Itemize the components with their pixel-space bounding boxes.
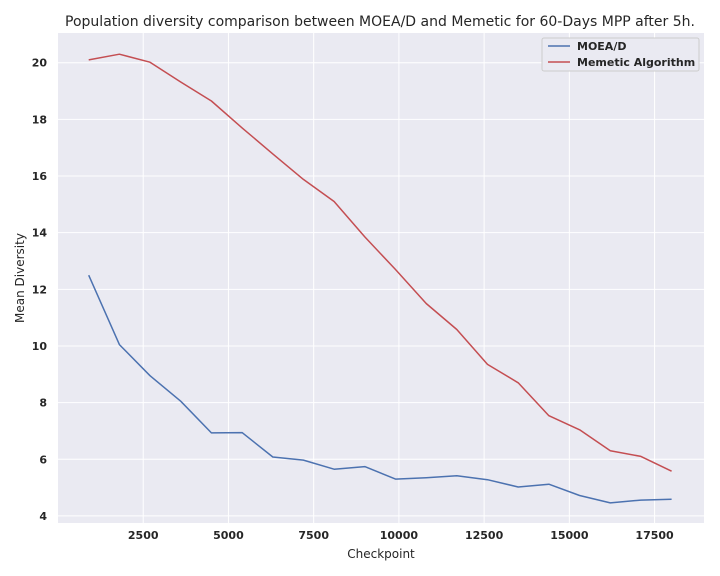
legend-box bbox=[541, 37, 700, 72]
series-line-moead bbox=[88, 274, 672, 504]
x-tick-label: 15000 bbox=[550, 529, 589, 542]
y-tick-label: 12 bbox=[32, 283, 47, 296]
legend-label-memetic: Memetic Algorithm bbox=[577, 56, 695, 69]
x-axis-ticks: 2500 5000 7500 10000 12500 15000 17500 bbox=[128, 529, 674, 542]
chart-title: Population diversity comparison between … bbox=[65, 14, 695, 30]
y-tick-label: 14 bbox=[32, 227, 48, 240]
series-line-memetic bbox=[88, 53, 672, 472]
y-tick-label: 4 bbox=[39, 510, 47, 523]
x-tick-label: 7500 bbox=[298, 529, 329, 542]
y-tick-label: 10 bbox=[32, 340, 48, 353]
x-tick-label: 5000 bbox=[213, 529, 244, 542]
x-tick-label: 2500 bbox=[128, 529, 159, 542]
y-tick-label: 20 bbox=[32, 57, 48, 70]
y-tick-label: 6 bbox=[39, 453, 47, 466]
legend-label-moead: MOEA/D bbox=[577, 40, 626, 53]
x-axis-label: Checkpoint bbox=[347, 547, 415, 561]
series-lines bbox=[88, 53, 672, 504]
y-tick-label: 16 bbox=[32, 170, 48, 183]
legend: MOEA/D Memetic Algorithm bbox=[541, 37, 700, 72]
x-tick-label: 10000 bbox=[380, 529, 419, 542]
y-axis-label: Mean Diversity bbox=[13, 233, 27, 323]
y-axis-ticks: 4 6 8 10 12 14 16 18 20 bbox=[32, 57, 48, 523]
x-tick-label: 17500 bbox=[635, 529, 674, 542]
y-tick-label: 8 bbox=[39, 397, 47, 410]
grid bbox=[58, 33, 704, 523]
x-tick-label: 12500 bbox=[465, 529, 504, 542]
y-tick-label: 18 bbox=[32, 113, 47, 126]
